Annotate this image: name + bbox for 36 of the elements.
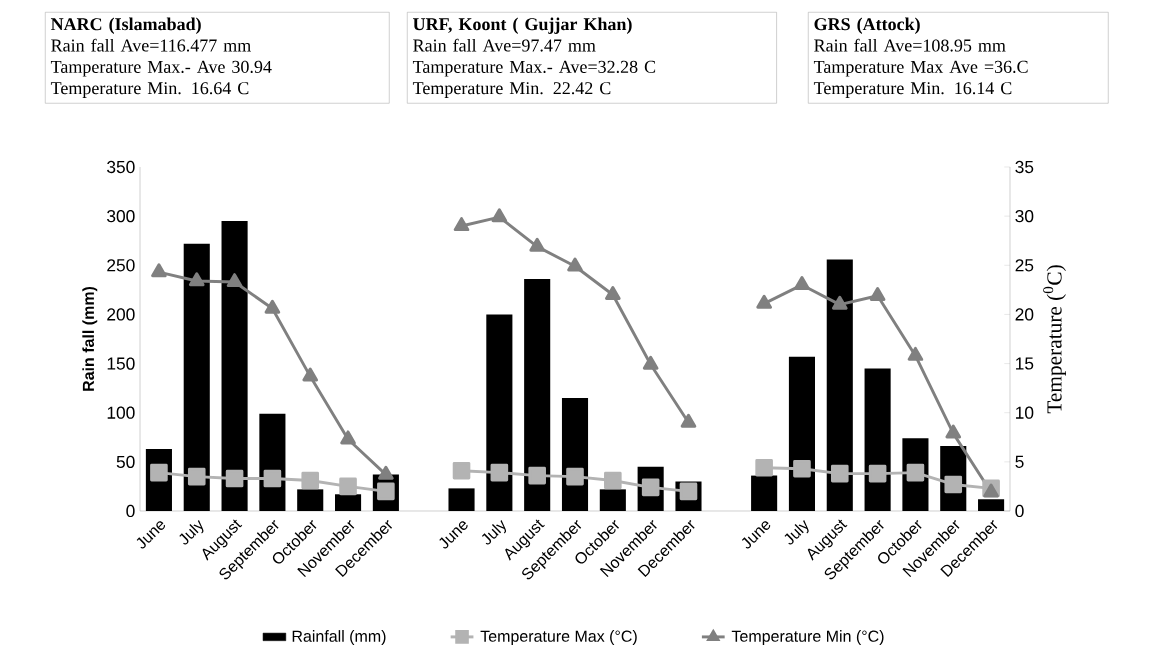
legend-label: Temperature Min (°C) <box>731 630 884 646</box>
text: NARC (Islamabad) <box>50 17 201 34</box>
y2-tick-label: 25 <box>1015 259 1034 272</box>
y2-tick-label: 0 <box>1015 504 1024 518</box>
text: GRS (Attock) <box>814 17 920 34</box>
y-tick-label: 350 <box>107 160 135 174</box>
y2-tick-label: 30 <box>1015 210 1034 223</box>
y-axis-title: Rain fall (mm) <box>82 286 98 391</box>
y2-tick-label: 10 <box>1016 406 1034 419</box>
y-tick-label: 50 <box>116 455 135 468</box>
text: Tamperature Max.- Ave=32.28 C <box>412 60 656 77</box>
text: Rain fall Ave=97.47 mm <box>413 38 596 52</box>
text: Temperature Min. 22.42 C <box>412 82 611 98</box>
text: Tamperature Max.- Ave 30.94 <box>50 60 272 77</box>
text: URF, Koont ( Gujjar Khan) <box>413 17 632 34</box>
legend-label: Temperature Max (°C) <box>480 630 637 646</box>
text: Rain fall Ave=108.95 mm <box>814 38 1006 52</box>
x-tick-label: July <box>179 519 204 545</box>
y2-tick-label: 5 <box>1015 455 1024 468</box>
y-tick-label: 150 <box>107 357 135 370</box>
text: Tamperature Max Ave =36.C <box>813 60 1028 77</box>
y-tick-label: 300 <box>107 210 135 223</box>
text: Rain fall Ave=116.477 mm <box>51 38 251 52</box>
legend-label: Rainfall (mm) <box>292 630 386 645</box>
y2-tick-label: 20 <box>1015 308 1034 321</box>
y2-tick-label: 15 <box>1016 357 1034 370</box>
text: Temperature Min. 16.64 C <box>50 82 249 98</box>
x-tick-label: July <box>481 519 507 545</box>
y-tick-label: 250 <box>107 259 135 272</box>
x-tick-label: July <box>784 519 809 545</box>
y-tick-label: 0 <box>126 504 135 518</box>
text: Temperature Min. 16.14 C <box>813 82 1012 98</box>
y-tick-label: 200 <box>107 308 135 321</box>
y2-tick-label: 35 <box>1015 160 1034 174</box>
y2-axis-title: Temperature ($^{0}$C) <box>1043 265 1066 414</box>
y-tick-label: 100 <box>107 406 135 419</box>
